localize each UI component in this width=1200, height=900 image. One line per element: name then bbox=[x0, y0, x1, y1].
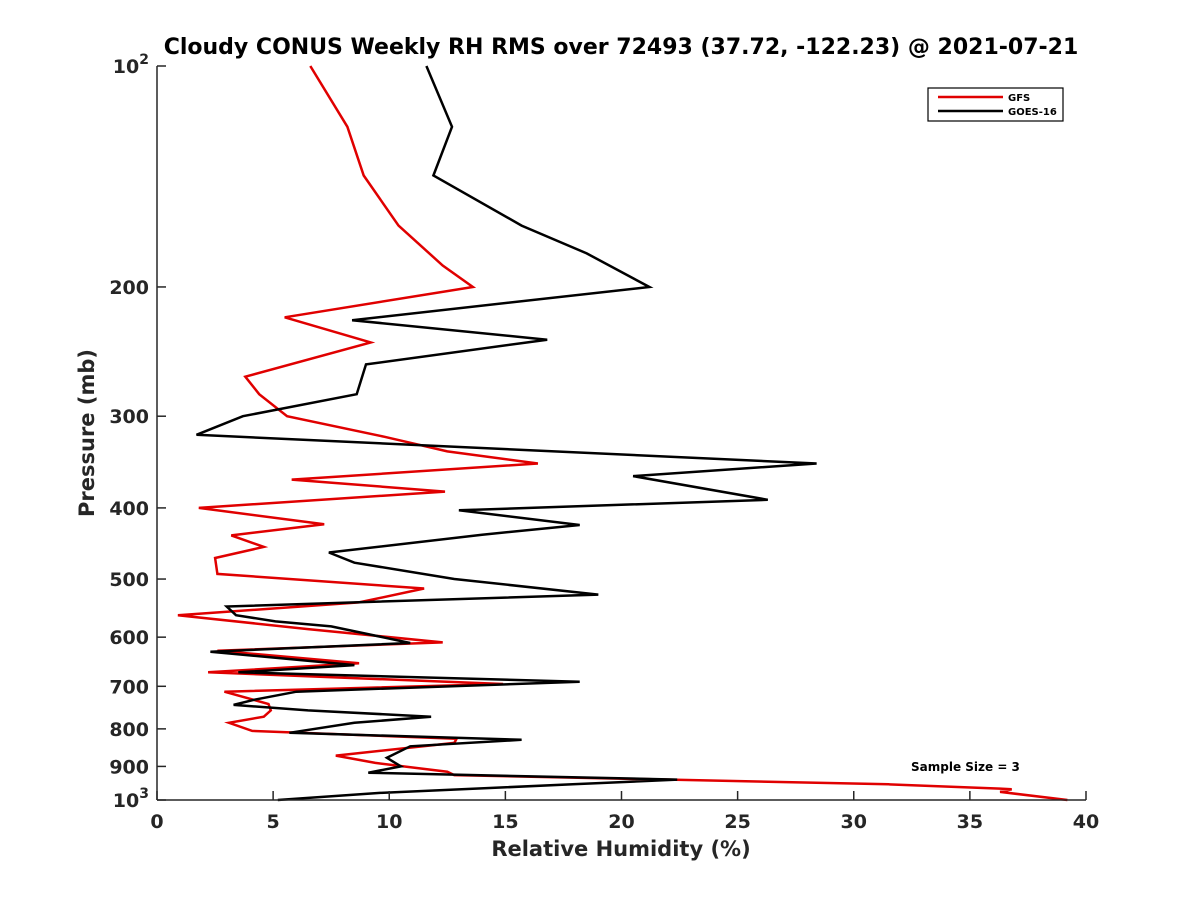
sample-size-annotation: Sample Size = 3 bbox=[911, 760, 1020, 774]
y-tick-label: 300 bbox=[109, 406, 149, 428]
y-tick-label: 102 bbox=[113, 52, 149, 78]
x-tick-label: 5 bbox=[267, 811, 280, 833]
series-line-goes16 bbox=[196, 65, 817, 802]
legend-label-goes16: GOES-16 bbox=[1008, 107, 1057, 118]
legend-box bbox=[927, 87, 1064, 122]
x-tick-label: 25 bbox=[724, 811, 750, 833]
x-tick-label: 30 bbox=[841, 811, 867, 833]
x-tick-label: 10 bbox=[376, 811, 402, 833]
y-axis-label: Pressure (mb) bbox=[75, 349, 99, 517]
y-tick-label: 700 bbox=[109, 676, 149, 698]
x-tick-label: 0 bbox=[150, 811, 163, 833]
x-tick-label: 20 bbox=[608, 811, 634, 833]
x-tick-label: 40 bbox=[1073, 811, 1099, 833]
x-tick-label: 15 bbox=[492, 811, 518, 833]
y-tick-label: 500 bbox=[109, 569, 149, 591]
y-tick-label: 900 bbox=[109, 756, 149, 778]
plot-series bbox=[177, 65, 1068, 802]
legend: GFS GOES-16 bbox=[927, 87, 1064, 122]
y-tick-label: 103 bbox=[113, 786, 149, 812]
chart-title: Cloudy CONUS Weekly RH RMS over 72493 (3… bbox=[164, 35, 1079, 60]
x-tick-label: 35 bbox=[957, 811, 983, 833]
x-axis-label: Relative Humidity (%) bbox=[491, 837, 750, 861]
legend-label-gfs: GFS bbox=[1008, 93, 1030, 104]
series-line-gfs bbox=[177, 65, 1068, 802]
y-tick-label: 600 bbox=[109, 627, 149, 649]
y-tick-label: 200 bbox=[109, 277, 149, 299]
y-tick-label: 400 bbox=[109, 498, 149, 520]
x-ticks: 0 5 10 15 20 25 30 35 40 bbox=[150, 791, 1099, 833]
y-tick-label: 800 bbox=[109, 719, 149, 741]
y-ticks: 102 200 300 400 500 600 700 800 900 103 bbox=[109, 52, 166, 812]
